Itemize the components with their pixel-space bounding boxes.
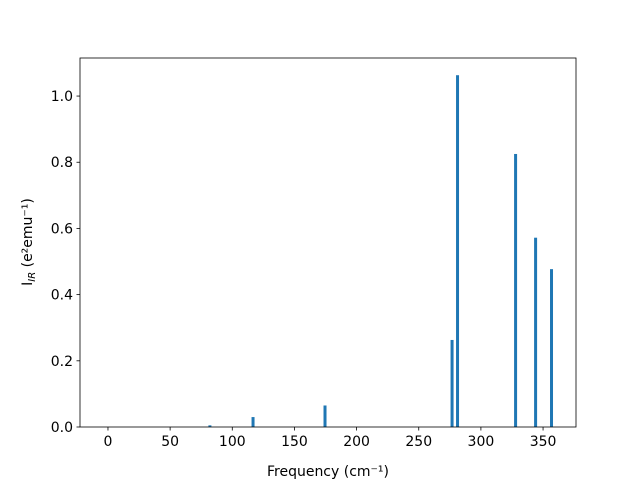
bar: [251, 417, 255, 427]
y-axis-label: IIR (e²emu⁻¹): [20, 198, 38, 286]
plot-frame: [79, 57, 577, 428]
y-tick-label: 0.8: [51, 155, 73, 171]
x-axis-label: Frequency (cm⁻¹): [267, 464, 389, 480]
y-label-sub: IR: [27, 272, 38, 282]
x-tick-label: 200: [343, 434, 370, 450]
x-tick-label: 50: [161, 434, 179, 450]
y-tick-label: 0.0: [51, 420, 73, 436]
x-tick-label: 100: [219, 434, 246, 450]
bar: [450, 339, 454, 427]
x-tick-label: 300: [468, 434, 495, 450]
bar: [550, 269, 554, 427]
bar: [456, 75, 460, 427]
x-tick-label: 150: [281, 434, 308, 450]
bar: [208, 425, 212, 427]
y-tick-label: 0.6: [51, 221, 73, 237]
y-tick-label: 1.0: [51, 89, 73, 105]
bar: [534, 237, 538, 427]
bar: [514, 153, 518, 428]
y-tick-label: 0.4: [51, 288, 73, 304]
x-tick-label: 0: [104, 434, 113, 450]
y-label-main: I: [20, 282, 36, 286]
y-tick-label: 0.2: [51, 354, 73, 370]
y-label-rest: (e²emu⁻¹): [20, 198, 36, 272]
x-tick-label: 250: [405, 434, 432, 450]
bar: [323, 405, 327, 427]
x-tick-label: 350: [530, 434, 557, 450]
